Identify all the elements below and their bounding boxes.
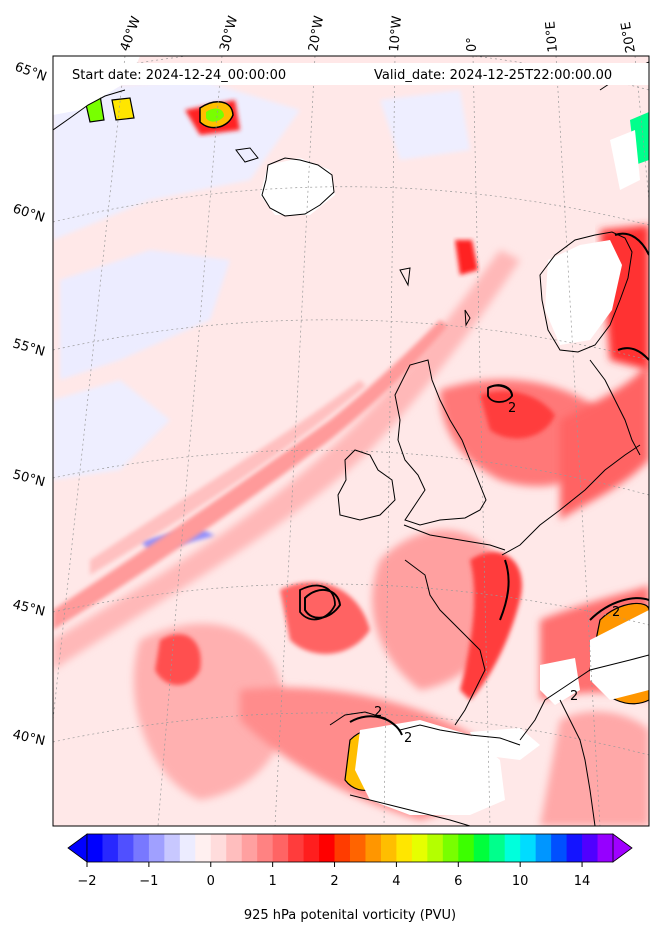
masked-terrain bbox=[53, 56, 649, 815]
lon-label: 10°E bbox=[543, 21, 561, 53]
colorbar-tick-label: 2 bbox=[330, 874, 338, 889]
colorbar-cell bbox=[489, 834, 506, 862]
colorbar-cell bbox=[319, 834, 336, 862]
colorbar-cell bbox=[566, 834, 583, 862]
colorbar-cell bbox=[117, 834, 134, 862]
lon-label: 40°W bbox=[118, 14, 144, 53]
pv-2-contours bbox=[304, 232, 649, 736]
lat-label: 50°N bbox=[11, 467, 47, 490]
colorbar-cell bbox=[597, 834, 614, 862]
colorbar-tick-label: 4 bbox=[392, 874, 400, 889]
colorbar-cell bbox=[396, 834, 413, 862]
colorbar-cell bbox=[148, 834, 165, 862]
colorbar-cell bbox=[473, 834, 490, 862]
contour-label: 2 bbox=[570, 689, 578, 704]
colorbar-cell bbox=[226, 834, 243, 862]
colorbar-cell bbox=[288, 834, 305, 862]
lat-label: 55°N bbox=[11, 336, 47, 359]
contour-label: 2 bbox=[374, 705, 382, 720]
colorbar-cell bbox=[87, 834, 103, 862]
colorbar-cell bbox=[365, 834, 382, 862]
contour-labels: 2 2 2 2 2 bbox=[374, 401, 620, 746]
colorbar-cell bbox=[303, 834, 320, 862]
valid-date-label: Valid_date: 2024-12-25T22:00:00.00 bbox=[374, 68, 612, 83]
colorbar-cell bbox=[582, 834, 599, 862]
lon-label: 10°W bbox=[387, 15, 405, 52]
lat-label: 40°N bbox=[11, 727, 46, 749]
coastlines bbox=[53, 61, 649, 826]
lon-label: 20°W bbox=[306, 15, 327, 53]
lon-label: 0° bbox=[465, 37, 480, 52]
colorbar-tick-label: 10 bbox=[512, 874, 529, 889]
colorbar-under-arrow bbox=[67, 833, 88, 863]
colorbar-cell bbox=[133, 834, 150, 862]
colorbar-tick-label: 1 bbox=[269, 874, 277, 889]
colorbar-tick-label: −1 bbox=[139, 874, 158, 889]
start-date-label: Start date: 2024-12-24_00:00:00 bbox=[72, 68, 286, 83]
colorbar-cell bbox=[195, 834, 212, 862]
colorbar-cell bbox=[350, 834, 366, 862]
lat-label: 65°N bbox=[13, 60, 49, 85]
colorbar-over-arrow bbox=[612, 833, 633, 863]
map-panel: 2 2 2 2 2 Start date: 2024-12-24_00:00:0… bbox=[53, 56, 649, 826]
lon-label: 30°W bbox=[217, 14, 241, 53]
colorbar-tick-label: 14 bbox=[574, 874, 591, 889]
colorbar-tick-label: −2 bbox=[77, 874, 96, 889]
colorbar-frame bbox=[86, 833, 614, 863]
lat-label: 60°N bbox=[11, 202, 47, 226]
colorbar-cell bbox=[272, 834, 289, 862]
colorbar-cell bbox=[427, 834, 444, 862]
colorbar-tick-label: 6 bbox=[454, 874, 462, 889]
map-frame bbox=[52, 55, 650, 827]
colorbar-cell bbox=[257, 834, 274, 862]
colorbar-cell bbox=[458, 834, 475, 862]
lat-label: 45°N bbox=[11, 597, 46, 619]
colorbar-cell bbox=[411, 834, 428, 862]
colorbar-cell bbox=[164, 834, 181, 862]
colorbar-cell bbox=[334, 834, 351, 862]
colorbar-cell bbox=[535, 834, 552, 862]
lon-label: 20°E bbox=[619, 21, 639, 54]
contour-label: 2 bbox=[612, 605, 620, 620]
colorbar-tick-label: 0 bbox=[207, 874, 215, 889]
longitude-labels: 40°W 30°W 20°W 10°W 0° 10°E 20°E bbox=[118, 14, 639, 54]
colorbar-cell bbox=[442, 834, 459, 862]
colorbar-cell bbox=[179, 834, 196, 862]
colorbar-cell bbox=[380, 834, 397, 862]
colorbar-cell bbox=[102, 834, 119, 862]
colorbar-cell bbox=[520, 834, 537, 862]
latitude-labels: 65°N 60°N 55°N 50°N 45°N 40°N bbox=[11, 60, 49, 750]
contour-label: 2 bbox=[404, 731, 412, 746]
colorbar-cell bbox=[241, 834, 258, 862]
contour-label: 2 bbox=[508, 401, 516, 416]
colorbar: −2 −1 0 1 2 4 6 10 14 925 hPa potenital vorticit… bbox=[67, 833, 633, 923]
colorbar-cell bbox=[551, 834, 568, 862]
colorbar-title: 925 hPa potenital vorticity (PVU) bbox=[244, 908, 456, 923]
colorbar-cell bbox=[504, 834, 521, 862]
header-band bbox=[53, 63, 649, 85]
colorbar-cell bbox=[210, 834, 227, 862]
